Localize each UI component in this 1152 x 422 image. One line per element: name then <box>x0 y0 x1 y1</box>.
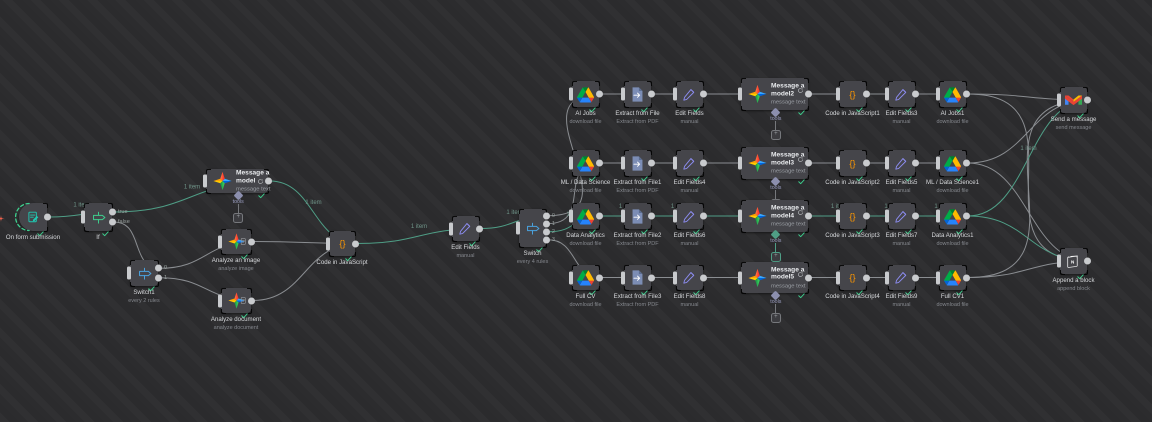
svg-text:1 item: 1 item <box>184 185 200 191</box>
svg-text:{}: {} <box>849 89 855 99</box>
svg-text:N: N <box>1071 259 1075 264</box>
svg-text:{}: {} <box>849 211 855 221</box>
svg-text:{}: {} <box>339 239 345 249</box>
svg-text:1 item: 1 item <box>1020 146 1036 152</box>
svg-text:{}: {} <box>849 273 855 283</box>
svg-text:1 item: 1 item <box>305 200 321 206</box>
svg-text:{}: {} <box>849 158 855 168</box>
svg-text:1 item: 1 item <box>411 224 427 230</box>
